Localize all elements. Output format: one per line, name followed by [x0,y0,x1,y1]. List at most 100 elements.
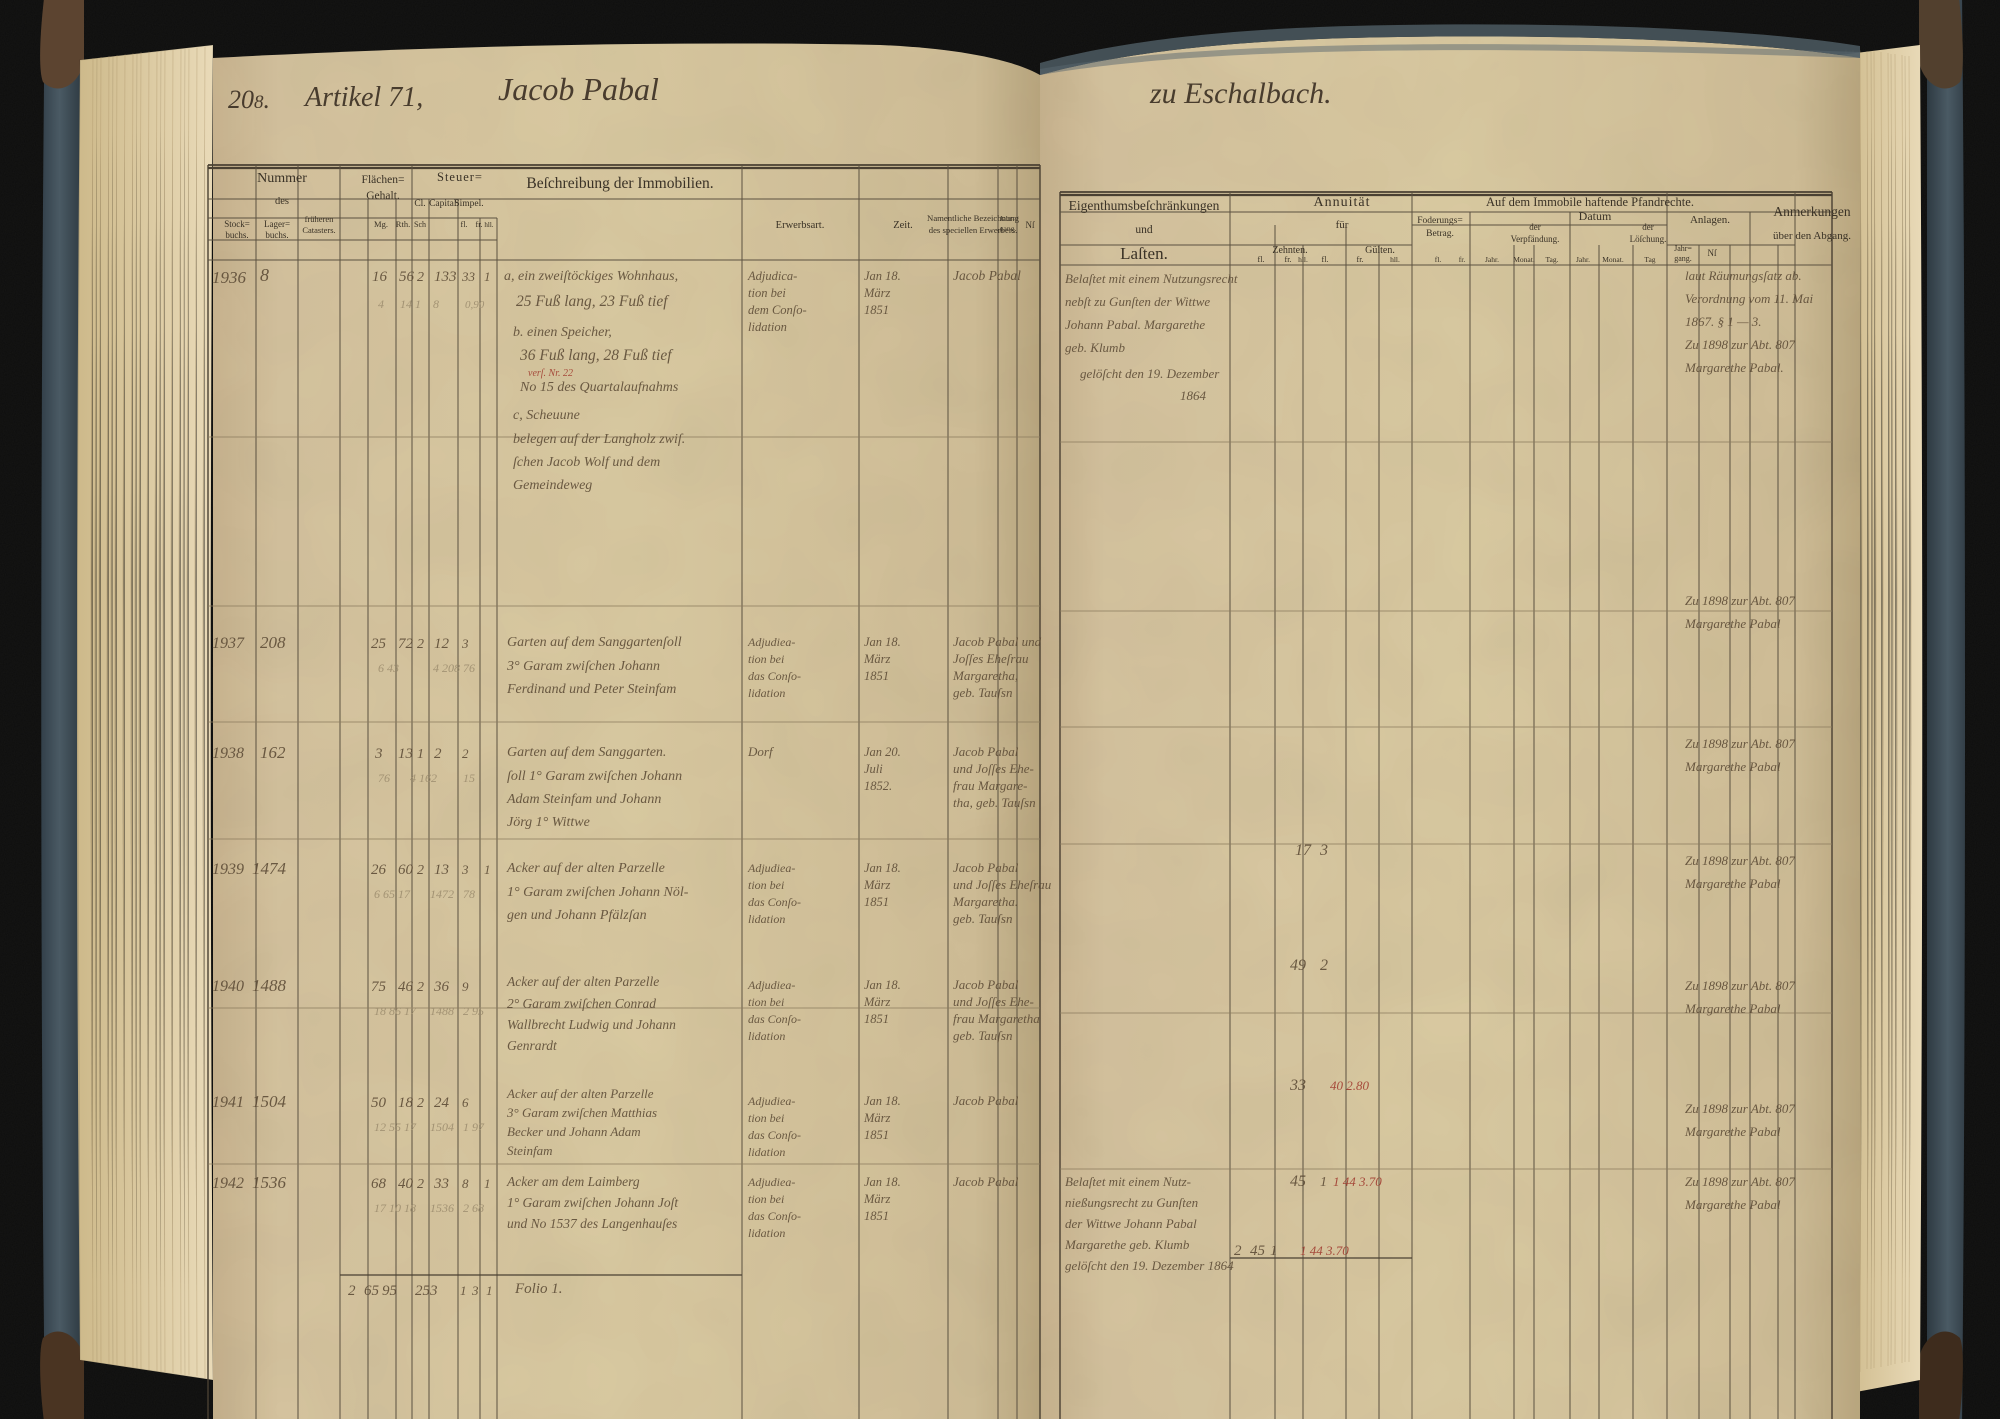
svg-text:März: März [863,1192,891,1206]
svg-text:Zu 1898 zur Abt. 807: Zu 1898 zur Abt. 807 [1685,853,1795,868]
svg-text:3: 3 [471,1283,479,1298]
svg-text:1940: 1940 [212,978,244,995]
svg-text:36 Fuß lang, 28 Fuß tief: 36 Fuß lang, 28 Fuß tief [519,347,674,364]
svg-text:33: 33 [433,1176,449,1192]
svg-text:68: 68 [371,1176,387,1192]
svg-text:Stock=: Stock= [224,219,250,229]
svg-text:8: 8 [462,1176,469,1191]
svg-text:208.: 208. [228,85,270,114]
svg-text:56: 56 [399,269,415,285]
svg-text:1: 1 [1270,1243,1278,1259]
svg-text:gang.: gang. [1000,224,1017,233]
svg-text:Jahr.: Jahr. [1576,255,1590,264]
svg-text:40 2.80: 40 2.80 [1330,1078,1370,1093]
svg-text:Margaretha,: Margaretha, [952,668,1018,683]
svg-text:1: 1 [417,747,424,762]
svg-text:tion bei: tion bei [748,878,784,892]
svg-text:Margarethe Pabal: Margarethe Pabal [1684,616,1781,631]
svg-text:c, Scheuune: c, Scheuune [513,408,580,423]
svg-text:1937: 1937 [212,635,245,652]
svg-text:Genrardt: Genrardt [507,1038,558,1053]
svg-text:früheren: früheren [305,214,335,224]
svg-text:4 162: 4 162 [410,771,437,785]
svg-text:Jan 18.: Jan 18. [864,978,901,992]
svg-text:laut Räumungsſatz ab.: laut Räumungsſatz ab. [1685,268,1802,283]
svg-text:Adjudica-: Adjudica- [747,269,797,283]
svg-text:tha, geb. Tauſsn: tha, geb. Tauſsn [953,795,1036,810]
svg-text:12 55 17: 12 55 17 [374,1120,417,1134]
svg-text:8: 8 [260,265,269,285]
svg-text:1504: 1504 [430,1120,454,1134]
svg-text:45: 45 [1250,1243,1266,1259]
svg-text:Adjudiea-: Adjudiea- [747,1175,795,1189]
svg-text:Verordnung vom 11. Mai: Verordnung vom 11. Mai [1685,291,1813,306]
svg-text:3: 3 [1319,842,1328,859]
svg-text:Dorf: Dorf [747,744,775,759]
svg-text:Sch: Sch [414,220,426,229]
svg-text:Belaſtet mit einem Nutz-: Belaſtet mit einem Nutz- [1065,1174,1191,1189]
svg-text:Anlagen.: Anlagen. [1690,214,1730,226]
svg-text:fl.: fl. [1258,255,1265,264]
svg-text:Jan 20.: Jan 20. [864,745,901,759]
svg-text:17 10 18: 17 10 18 [374,1201,416,1215]
svg-text:Mg.: Mg. [374,219,388,229]
svg-text:fr.: fr. [1357,255,1364,264]
svg-text:Foderungs=: Foderungs= [1417,216,1462,226]
svg-text:24: 24 [434,1095,450,1111]
svg-text:geb. Tauſsn: geb. Tauſsn [953,1028,1012,1043]
svg-text:50: 50 [371,1095,387,1111]
svg-text:Beſchreibung der Immobilien.: Beſchreibung der Immobilien. [526,175,713,192]
svg-text:15: 15 [463,771,475,785]
svg-text:Tag: Tag [1644,255,1655,264]
svg-text:Adjudiea-: Adjudiea- [747,861,795,875]
svg-text:Jacob Pabal und: Jacob Pabal und [953,634,1042,649]
svg-text:fl.: fl. [461,220,468,229]
svg-text:Flächen=: Flächen= [362,174,405,186]
svg-text:Margarethe Pabal: Margarethe Pabal [1684,1001,1781,1016]
svg-text:Jacob Pabal: Jacob Pabal [953,1174,1019,1189]
svg-text:Eigenthumsbeſchränkungen: Eigenthumsbeſchränkungen [1069,198,1220,213]
svg-text:a, ein zweiſtöckiges Wohnhaus,: a, ein zweiſtöckiges Wohnhaus, [504,269,678,284]
svg-text:Jan 18.: Jan 18. [864,635,901,649]
svg-text:Löſchung.: Löſchung. [1630,234,1667,244]
svg-text:Erwerbsart.: Erwerbsart. [776,220,825,231]
svg-text:2: 2 [434,746,442,762]
svg-text:253: 253 [415,1283,438,1299]
svg-text:Jörg 1° Wittwe: Jörg 1° Wittwe [507,815,590,830]
svg-text:Folio 1.: Folio 1. [514,1281,563,1297]
svg-text:75: 75 [371,979,387,995]
svg-text:Wallbrecht Ludwig und Johann: Wallbrecht Ludwig und Johann [507,1017,676,1032]
svg-text:6 43: 6 43 [378,661,399,675]
svg-text:Annuität: Annuität [1314,195,1371,210]
svg-text:13: 13 [398,746,413,762]
svg-text:lidation: lidation [748,1226,785,1240]
svg-text:Acker auf der alten Parzelle: Acker auf der alten Parzelle [506,861,665,876]
svg-text:36: 36 [433,979,450,995]
svg-text:Nummer: Nummer [257,171,307,186]
svg-text:zu Eschalbach.: zu Eschalbach. [1149,77,1332,110]
svg-text:tion bei: tion bei [748,995,784,1009]
svg-text:Johann Pabal. Margarethe: Johann Pabal. Margarethe [1065,317,1205,332]
svg-text:Jacob Pabal: Jacob Pabal [953,268,1021,283]
svg-text:März: März [863,286,891,300]
svg-text:das Conſo-: das Conſo- [748,1128,801,1142]
svg-text:ſchen Jacob Wolf und dem: ſchen Jacob Wolf und dem [513,455,660,470]
svg-text:1941: 1941 [212,1094,244,1111]
svg-text:1: 1 [484,862,491,877]
svg-text:lidation: lidation [748,686,785,700]
svg-text:Jan 18.: Jan 18. [864,861,901,875]
svg-text:der: der [1642,222,1654,232]
svg-text:1864: 1864 [1180,388,1207,403]
svg-text:Gemeindeweg: Gemeindeweg [513,478,592,493]
svg-text:4: 4 [378,297,384,311]
svg-text:Jacob Pabal: Jacob Pabal [953,977,1019,992]
svg-text:1: 1 [484,1176,491,1191]
svg-text:6: 6 [462,1095,469,1110]
svg-text:tion bei: tion bei [748,286,786,300]
svg-text:1851: 1851 [864,1012,889,1026]
svg-text:Simpel.: Simpel. [454,199,483,209]
svg-text:Cl.: Cl. [414,199,425,209]
svg-text:Rth.: Rth. [396,219,410,229]
svg-text:Joſſes Eheſrau: Joſſes Eheſrau [953,651,1029,666]
svg-text:208: 208 [260,633,286,652]
